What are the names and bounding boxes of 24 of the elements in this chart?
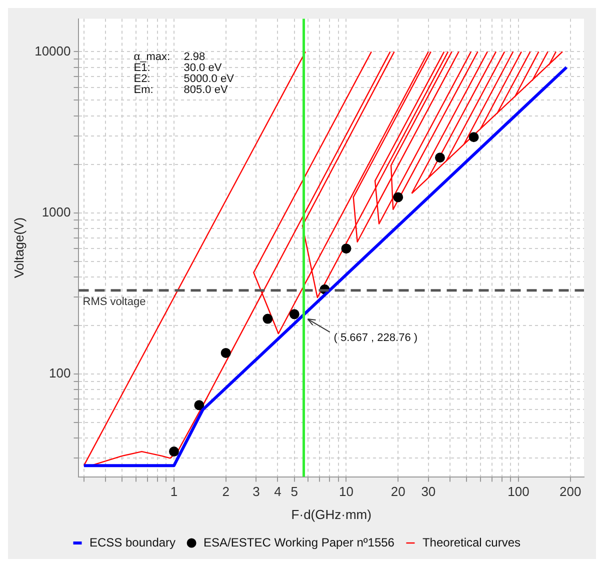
x-tick-label: 20 xyxy=(390,484,406,500)
legend-label: Theoretical curves xyxy=(422,535,521,550)
y-axis-title: Voltage(V) xyxy=(11,217,26,278)
text: Em: 805.0 eV xyxy=(134,84,228,96)
y-tick-label: 1000 xyxy=(42,204,71,220)
x-tick-label: 2 xyxy=(222,484,230,500)
ref-line-label: RMS voltage xyxy=(82,296,146,308)
annotation: ( 5.667 , 228.76 ) xyxy=(334,332,418,344)
x-tick-label: 10 xyxy=(339,484,354,500)
text: α_max: 2.98 xyxy=(134,50,206,63)
x-tick-label: 1 xyxy=(170,484,178,500)
y-tick-label: 10000 xyxy=(34,43,71,58)
x-tick-label: 30 xyxy=(421,484,436,500)
x-tick-label: 5 xyxy=(290,484,298,500)
x-tick-label: 4 xyxy=(274,484,282,500)
text: E1: 30.0 eV xyxy=(134,62,222,74)
x-tick-label: 100 xyxy=(508,484,530,500)
x-tick-label: 3 xyxy=(252,484,260,500)
x-tick-label: 200 xyxy=(560,484,582,500)
text: E2: 5000.0 eV xyxy=(134,72,234,85)
x-axis-title: F·d(GHz·mm) xyxy=(291,506,372,522)
legend-label: ECSS boundary xyxy=(89,535,176,550)
legend-label: ESA/ESTEC Working Paper nº1556 xyxy=(204,535,395,550)
y-tick-label: 100 xyxy=(49,366,71,381)
